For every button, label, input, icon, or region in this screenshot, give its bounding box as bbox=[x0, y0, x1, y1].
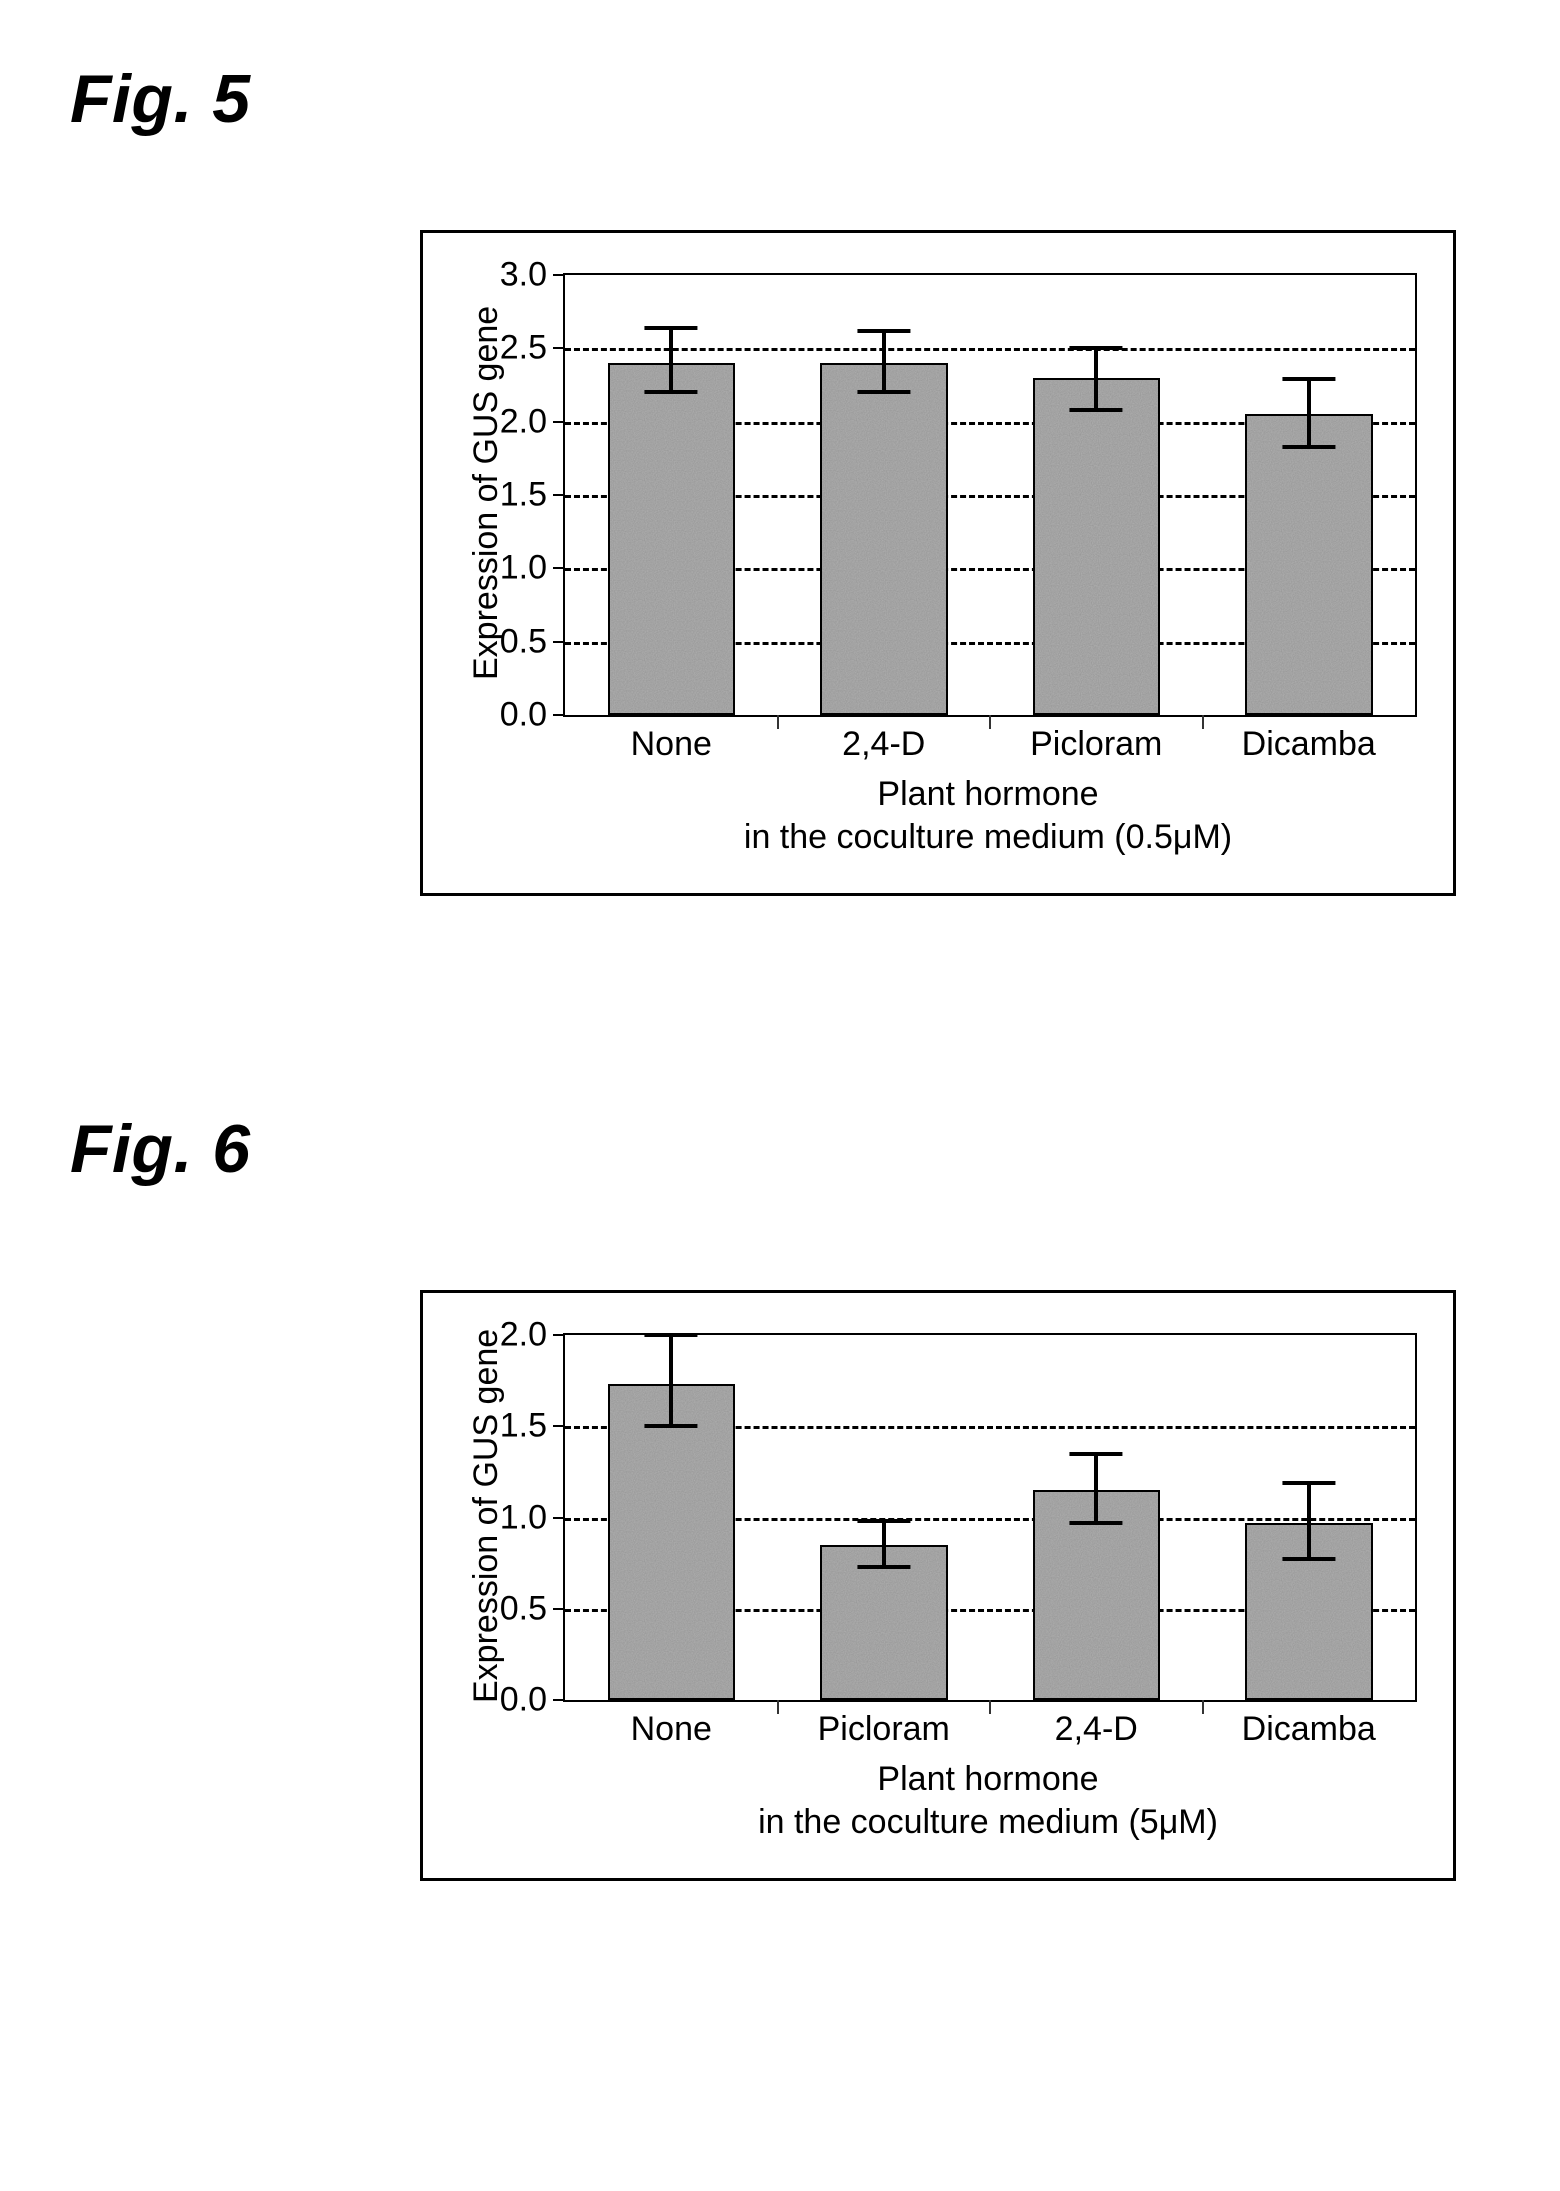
y-tick-label: 1.5 bbox=[500, 476, 547, 515]
error-bar-stem bbox=[882, 363, 886, 392]
error-bar-cap bbox=[857, 329, 910, 333]
y-tick-mark bbox=[553, 567, 565, 569]
category-divider bbox=[1202, 715, 1204, 729]
y-tick-label: 0.0 bbox=[500, 1681, 547, 1720]
error-bar-cap bbox=[1282, 1481, 1335, 1485]
category-divider bbox=[777, 715, 779, 729]
page: Fig. 5 0.0 0.5 1.0 1.5 2.0 2.5 3.0 None 2,4-D Picl… bbox=[0, 0, 1560, 2191]
y-tick-label: 0.0 bbox=[500, 696, 547, 735]
category-label: None bbox=[631, 1710, 712, 1749]
error-bar-cap bbox=[645, 390, 698, 394]
error-bar-cap bbox=[1070, 1452, 1123, 1456]
error-bar-stem bbox=[1307, 414, 1311, 446]
error-bar-stem bbox=[882, 1521, 886, 1545]
error-bar-stem bbox=[882, 331, 886, 363]
error-bar-stem bbox=[1094, 348, 1098, 377]
error-bar-stem bbox=[1307, 1483, 1311, 1523]
x-axis-label-line: Plant hormone bbox=[563, 773, 1413, 816]
error-bar-cap bbox=[857, 1565, 910, 1569]
grid-line bbox=[565, 348, 1415, 351]
y-tick-mark bbox=[553, 1334, 565, 1336]
error-bar-cap bbox=[645, 1424, 698, 1428]
category-divider bbox=[989, 715, 991, 729]
chart-frame: 0.00.51.01.52.0NonePicloram2,4-DDicambaE… bbox=[420, 1290, 1456, 1881]
plot-area: 0.00.51.01.52.0NonePicloram2,4-DDicamba bbox=[563, 1333, 1417, 1702]
bar-texture bbox=[610, 365, 734, 713]
y-tick-mark bbox=[553, 1425, 565, 1427]
error-bar-stem bbox=[1094, 1454, 1098, 1491]
y-tick-mark bbox=[553, 347, 565, 349]
x-axis-label: Plant hormonein the coculture medium (5μ… bbox=[563, 1758, 1413, 1843]
category-divider bbox=[1202, 1700, 1204, 1714]
bar bbox=[820, 363, 948, 715]
y-tick-label: 1.0 bbox=[500, 549, 547, 588]
bar bbox=[1033, 378, 1161, 715]
y-tick-label: 2.0 bbox=[500, 402, 547, 441]
category-label: Picloram bbox=[1030, 725, 1162, 764]
category-divider bbox=[777, 1700, 779, 1714]
category-label: None bbox=[631, 725, 712, 764]
bar bbox=[608, 363, 736, 715]
figure-label: Fig. 5 bbox=[70, 60, 251, 138]
error-bar-cap bbox=[1070, 1521, 1123, 1525]
y-tick-label: 0.5 bbox=[500, 1589, 547, 1628]
y-tick-label: 3.0 bbox=[500, 256, 547, 295]
error-bar-cap bbox=[1070, 408, 1123, 412]
error-bar-cap bbox=[1282, 377, 1335, 381]
error-bar-stem bbox=[669, 1384, 673, 1426]
figure-label: Fig. 6 bbox=[70, 1110, 251, 1188]
error-bar-cap bbox=[1282, 1557, 1335, 1561]
bar-texture bbox=[1247, 416, 1371, 713]
category-divider bbox=[989, 1700, 991, 1714]
y-tick-mark bbox=[553, 421, 565, 423]
bar bbox=[1245, 414, 1373, 715]
y-tick-label: 2.5 bbox=[500, 329, 547, 368]
y-tick-label: 1.0 bbox=[500, 1498, 547, 1537]
error-bar-stem bbox=[1307, 1523, 1311, 1560]
error-bar-cap bbox=[645, 1333, 698, 1337]
x-axis-label: Plant hormonein the coculture medium (0.… bbox=[563, 773, 1413, 858]
chart-frame: 0.0 0.5 1.0 1.5 2.0 2.5 3.0 None 2,4-D Picloram Di… bbox=[420, 230, 1456, 896]
y-axis-label: Expression of GUS gene bbox=[467, 1328, 506, 1702]
category-label: Picloram bbox=[818, 1710, 950, 1749]
error-bar-stem bbox=[669, 328, 673, 363]
x-axis-label-line: in the coculture medium (0.5μM) bbox=[563, 816, 1413, 859]
error-bar-cap bbox=[857, 1519, 910, 1523]
y-axis-label: Expression of GUS gene bbox=[467, 306, 506, 680]
y-tick-mark bbox=[553, 274, 565, 276]
x-axis-label-line: Plant hormone bbox=[563, 1758, 1413, 1801]
error-bar-cap bbox=[645, 326, 698, 330]
y-tick-label: 2.0 bbox=[500, 1316, 547, 1355]
y-tick-mark bbox=[553, 1517, 565, 1519]
error-bar-stem bbox=[1094, 1490, 1098, 1523]
category-label: Dicamba bbox=[1242, 1710, 1376, 1749]
error-bar-stem bbox=[669, 1335, 673, 1384]
category-label: Dicamba bbox=[1242, 725, 1376, 764]
bar-texture bbox=[822, 365, 946, 713]
error-bar-cap bbox=[857, 390, 910, 394]
bar bbox=[608, 1384, 736, 1700]
error-bar-cap bbox=[1070, 346, 1123, 350]
bar-texture bbox=[822, 1547, 946, 1698]
bar-texture bbox=[1035, 380, 1159, 713]
y-tick-mark bbox=[553, 1608, 565, 1610]
error-bar-stem bbox=[669, 363, 673, 392]
error-bar-stem bbox=[882, 1545, 886, 1567]
bar-texture bbox=[610, 1386, 734, 1698]
y-tick-mark bbox=[553, 714, 565, 716]
y-tick-label: 0.5 bbox=[500, 622, 547, 661]
error-bar-cap bbox=[1282, 445, 1335, 449]
error-bar-stem bbox=[1094, 378, 1098, 410]
y-tick-mark bbox=[553, 641, 565, 643]
y-tick-mark bbox=[553, 1699, 565, 1701]
x-axis-label-line: in the coculture medium (5μM) bbox=[563, 1801, 1413, 1844]
category-label: 2,4-D bbox=[842, 725, 925, 764]
category-label: 2,4-D bbox=[1055, 1710, 1138, 1749]
plot-area: 0.00.51.01.52.02.53.0None2,4-DPicloramDi… bbox=[563, 273, 1417, 717]
y-tick-mark bbox=[553, 494, 565, 496]
error-bar-stem bbox=[1307, 379, 1311, 414]
y-tick-label: 1.5 bbox=[500, 1407, 547, 1446]
